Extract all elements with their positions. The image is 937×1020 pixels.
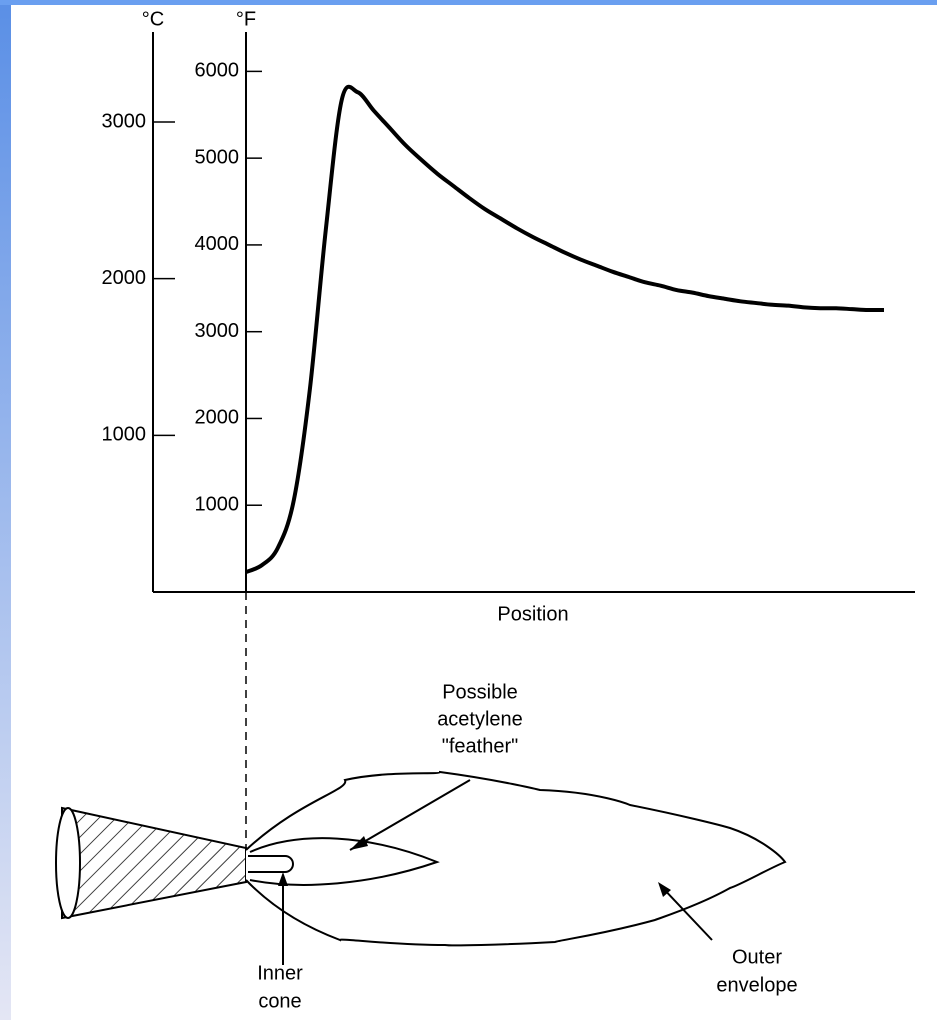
feather-label: acetylene — [437, 708, 523, 730]
torch-end — [56, 808, 80, 918]
inner-cone-label: cone — [258, 990, 301, 1012]
y2-axis-label: °C — [142, 8, 164, 30]
y2-tick-label: 1000 — [102, 424, 147, 446]
y-tick-label: 3000 — [195, 320, 240, 342]
inner-cone — [248, 856, 293, 872]
y-axis-label: °F — [236, 8, 256, 30]
y-tick-label: 2000 — [195, 407, 240, 429]
outer-envelope-label: envelope — [716, 974, 797, 996]
y-tick-label: 1000 — [195, 494, 240, 516]
y-tick-label: 4000 — [195, 233, 240, 255]
y-tick-label: 6000 — [195, 60, 240, 82]
feather-label: "feather" — [442, 735, 518, 757]
y-tick-label: 5000 — [195, 146, 240, 168]
side-bar — [0, 0, 11, 1020]
top-bar — [0, 0, 937, 5]
y2-tick-label: 2000 — [102, 267, 147, 289]
x-axis-label: Position — [497, 603, 568, 625]
page: °C °F Position 1000 2000 3000 4000 5000 6000 1… — [0, 0, 937, 1020]
y2-tick-label: 3000 — [102, 110, 147, 132]
inner-cone-label: Inner — [257, 962, 303, 984]
outer-envelope-label: Outer — [732, 946, 782, 968]
feather-label: Possible — [442, 681, 518, 703]
